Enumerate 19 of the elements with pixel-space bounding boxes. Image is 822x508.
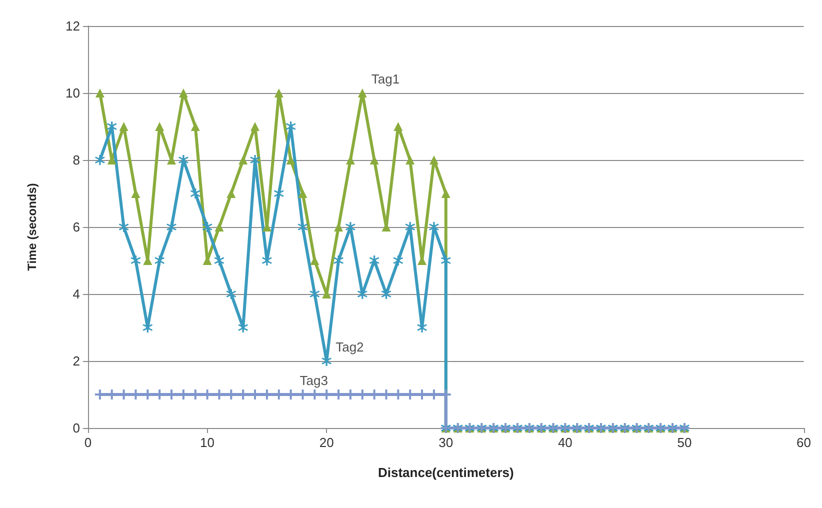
x-axis-title: Distance(centimeters) [378,465,514,480]
y-tick-label: 2 [72,354,80,368]
annotation: Tag2 [336,340,364,354]
x-tick-label: 0 [84,435,92,450]
y-tick-label: 4 [72,286,80,302]
y-tick-label: 0 [72,420,80,436]
annotation: Tag3 [300,373,328,388]
x-tick-label: 50 [677,435,692,450]
x-tick-label: 30 [438,435,454,450]
x-tick-label: 40 [558,435,572,450]
x-tick-label: 10 [200,435,215,450]
y-tick-label: 8 [72,152,80,168]
y-tick-label: 6 [72,220,80,234]
y-tick-label: 10 [66,86,80,100]
annotation: Tag1 [371,72,400,86]
y-tick-label: 12 [66,18,80,34]
y-axis-title: Time (seconds) [25,183,39,271]
x-tick-label: 60 [796,435,812,450]
x-tick-label: 20 [319,435,334,450]
